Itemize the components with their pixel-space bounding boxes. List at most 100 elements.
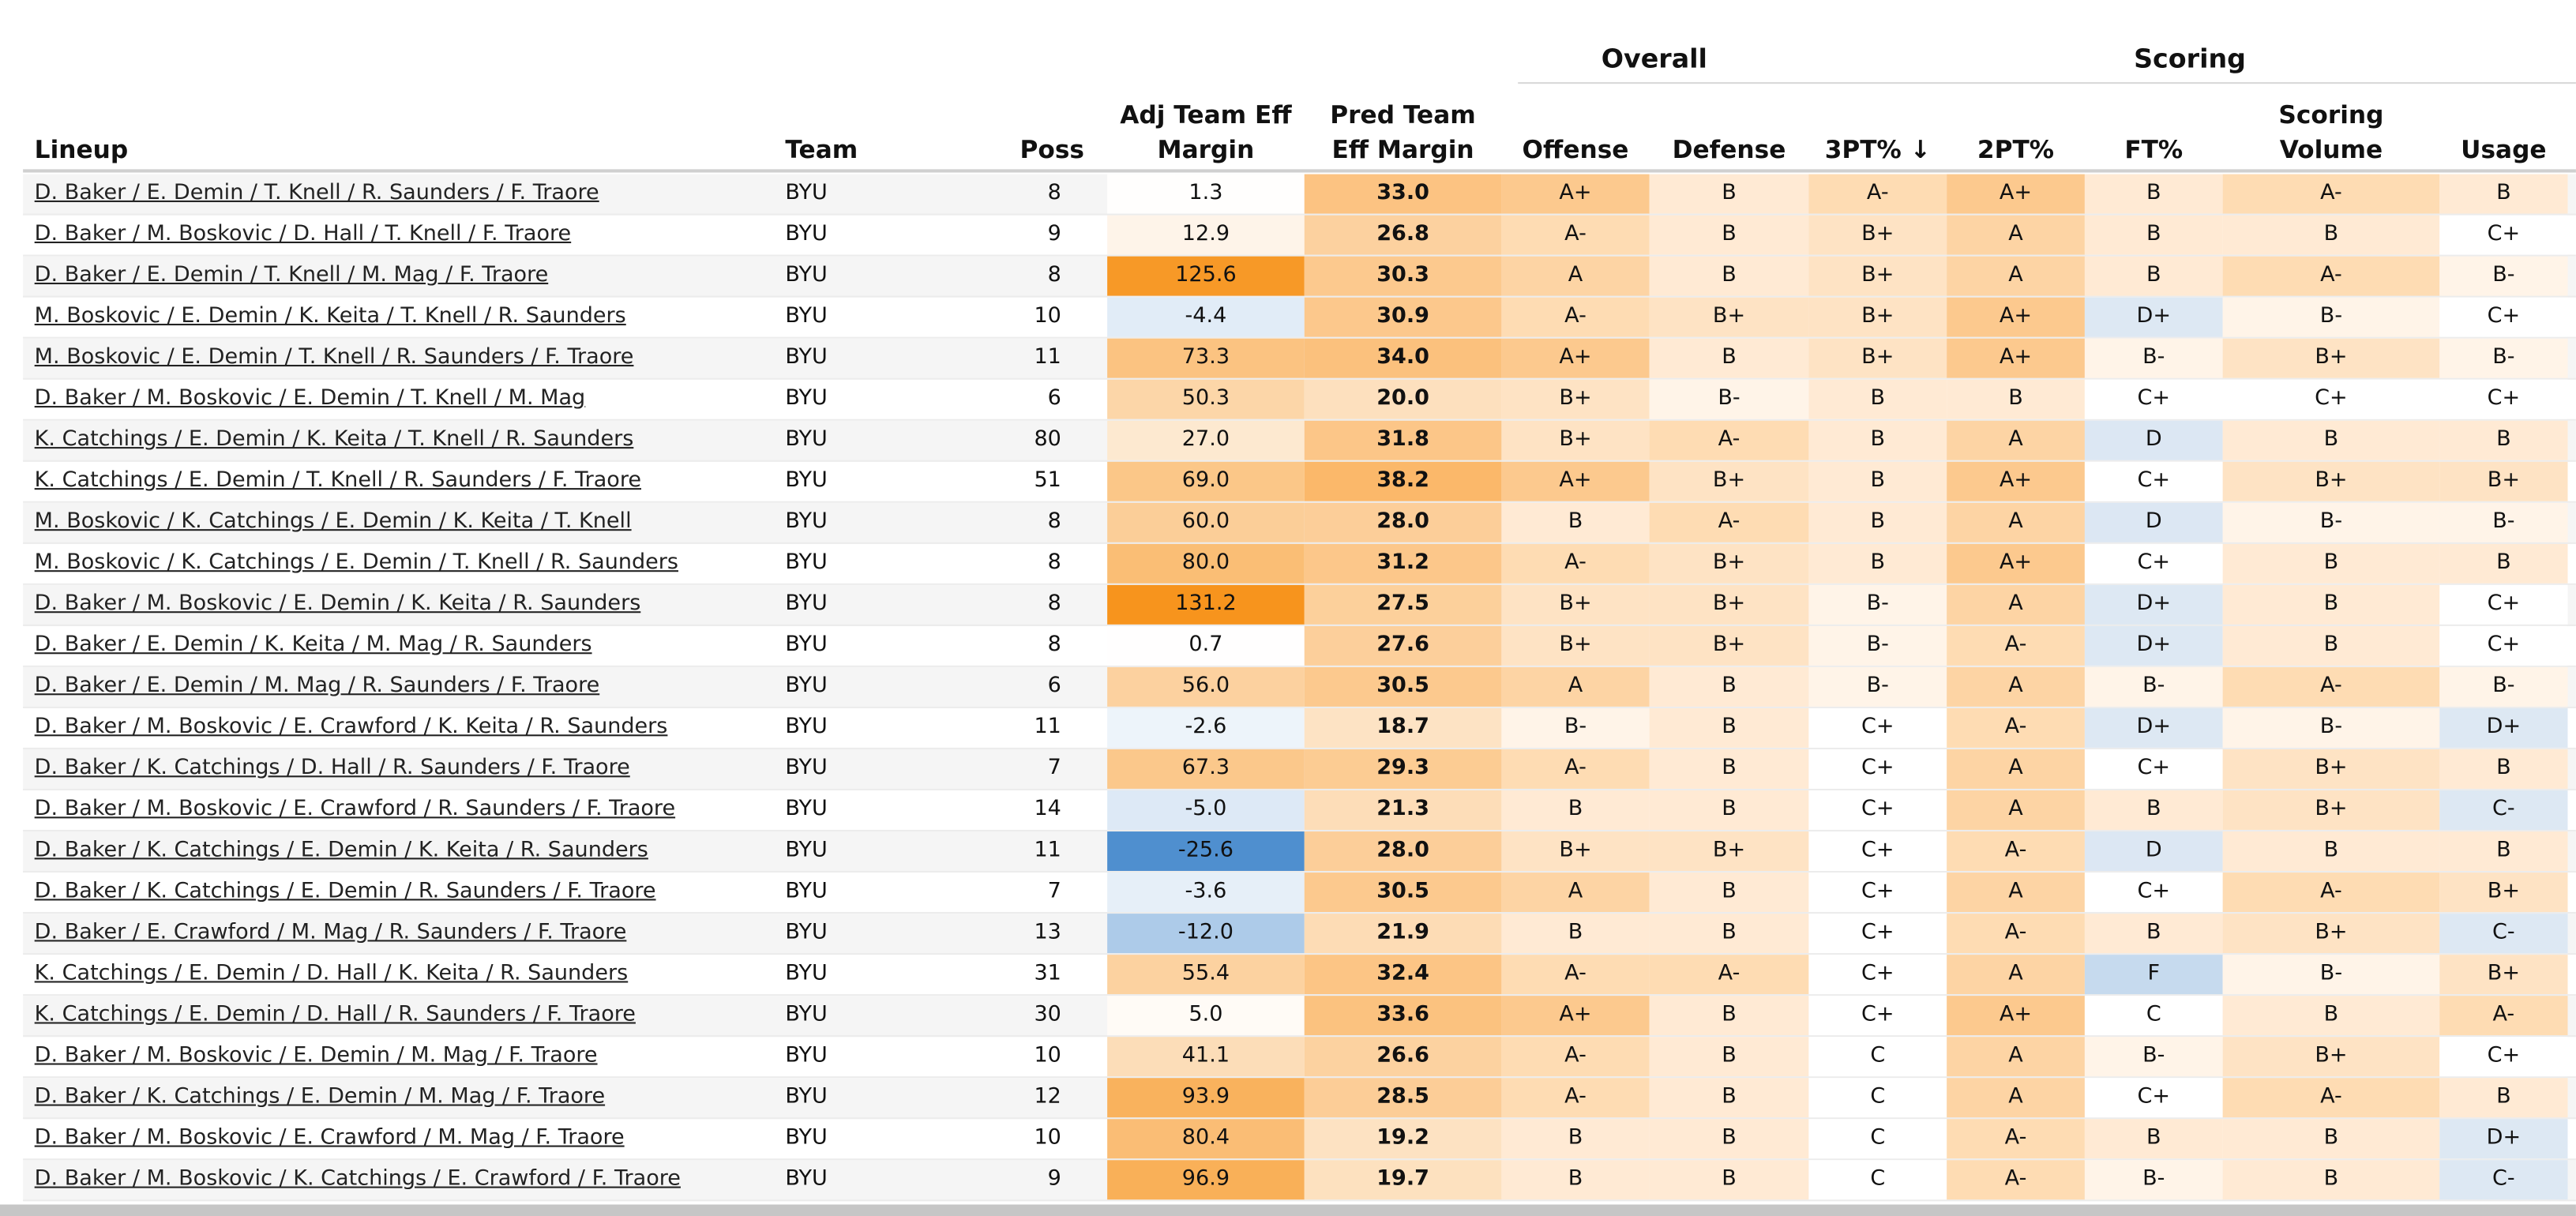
poss-cell: 11 <box>1034 838 1061 863</box>
adj-margin-cell: -5.0 <box>1107 790 1305 830</box>
ft-grade-cell: B <box>2084 1119 2223 1159</box>
usage-grade-cell: B <box>2439 543 2568 584</box>
pred-margin-cell: 27.6 <box>1304 625 1502 666</box>
column-header-adj-team-eff-margin[interactable]: Adj Team Eff Margin <box>1107 92 1305 168</box>
column-header-scoring-volume[interactable]: Scoring Volume <box>2223 92 2440 168</box>
column-header-pred-team-eff-margin[interactable]: Pred Team Eff Margin <box>1305 92 1502 168</box>
offense-grade-cell: A <box>1501 666 1650 707</box>
defense-grade-cell: B <box>1649 666 1809 707</box>
lineup-link[interactable]: D. Baker / M. Boskovic / E. Crawford / R… <box>34 797 676 822</box>
scoring-grade-cell: B+ <box>2222 749 2440 789</box>
usage-grade-cell: C- <box>2439 914 2568 954</box>
two-pt-grade-cell: A <box>1947 873 2085 913</box>
column-header-ft[interactable]: FT% <box>2124 134 2184 165</box>
lineup-link[interactable]: D. Baker / K. Catchings / E. Demin / K. … <box>34 838 648 863</box>
defense-grade-cell: B <box>1649 215 1809 255</box>
pred-margin-cell: 18.7 <box>1304 707 1502 748</box>
lineup-link[interactable]: M. Boskovic / E. Demin / K. Keita / T. K… <box>34 304 626 329</box>
three-pt-grade-cell: B+ <box>1808 297 1947 337</box>
lineup-link[interactable]: D. Baker / E. Crawford / M. Mag / R. Sau… <box>34 920 627 945</box>
offense-grade-cell: A- <box>1501 215 1650 255</box>
lineup-link[interactable]: D. Baker / M. Boskovic / E. Demin / M. M… <box>34 1043 598 1068</box>
pred-margin-cell: 30.9 <box>1304 297 1502 337</box>
scoring-grade-cell: B+ <box>2222 914 2440 954</box>
table-row: D. Baker / M. Boskovic / E. Crawford / R… <box>23 790 2576 832</box>
group-header-overall: Overall <box>1601 43 1707 74</box>
scoring-grade-cell: A- <box>2222 1078 2440 1118</box>
scoring-grade-cell: B <box>2222 625 2440 666</box>
two-pt-grade-cell: A+ <box>1947 461 2085 501</box>
lineup-link[interactable]: M. Boskovic / E. Demin / T. Knell / R. S… <box>34 345 634 370</box>
offense-grade-cell: A- <box>1501 749 1650 789</box>
lineup-link[interactable]: K. Catchings / E. Demin / D. Hall / R. S… <box>34 1002 636 1027</box>
team-cell: BYU <box>785 632 828 658</box>
three-pt-grade-cell: C <box>1808 1119 1947 1159</box>
column-header-3pt-sorted[interactable]: 3PT% ↓ <box>1824 134 1931 165</box>
lineup-link[interactable]: D. Baker / M. Boskovic / D. Hall / T. Kn… <box>34 221 572 247</box>
three-pt-grade-cell: B <box>1808 461 1947 501</box>
team-cell: BYU <box>785 838 828 863</box>
scoring-grade-cell: B <box>2222 584 2440 625</box>
lineup-link[interactable]: D. Baker / E. Demin / T. Knell / R. Saun… <box>34 180 599 206</box>
three-pt-grade-cell: C+ <box>1808 996 1947 1036</box>
adj-margin-cell: -25.6 <box>1107 831 1305 871</box>
defense-grade-cell: B <box>1649 707 1809 748</box>
lineup-link[interactable]: D. Baker / M. Boskovic / E. Demin / T. K… <box>34 386 586 411</box>
usage-grade-cell: D+ <box>2439 1119 2568 1159</box>
table-row: D. Baker / E. Demin / K. Keita / M. Mag … <box>23 625 2576 667</box>
poss-cell: 30 <box>1034 1002 1061 1027</box>
two-pt-grade-cell: A <box>1947 1037 2085 1077</box>
lineup-link[interactable]: D. Baker / E. Demin / M. Mag / R. Saunde… <box>34 674 600 699</box>
lineup-link[interactable]: K. Catchings / E. Demin / D. Hall / K. K… <box>34 961 629 986</box>
poss-cell: 31 <box>1034 961 1061 986</box>
column-header-team[interactable]: Team <box>785 134 858 165</box>
table-row: D. Baker / E. Demin / M. Mag / R. Saunde… <box>23 666 2576 708</box>
ft-grade-cell: B <box>2084 914 2223 954</box>
table-row: D. Baker / K. Catchings / D. Hall / R. S… <box>23 749 2576 791</box>
lineup-link[interactable]: D. Baker / M. Boskovic / E. Crawford / M… <box>34 1125 625 1150</box>
ft-grade-cell: B- <box>2084 1160 2223 1200</box>
lineup-link[interactable]: D. Baker / K. Catchings / E. Demin / M. … <box>34 1084 606 1109</box>
lineup-link[interactable]: D. Baker / M. Boskovic / K. Catchings / … <box>34 1166 681 1192</box>
usage-grade-cell: B <box>2439 831 2568 871</box>
lineup-link[interactable]: M. Boskovic / K. Catchings / E. Demin / … <box>34 509 632 535</box>
lineup-link[interactable]: D. Baker / M. Boskovic / E. Crawford / K… <box>34 715 668 740</box>
scoring-grade-cell: B- <box>2222 707 2440 748</box>
column-header-2pt[interactable]: 2PT% <box>1977 134 2055 165</box>
ft-grade-cell: C+ <box>2084 1078 2223 1118</box>
lineup-link[interactable]: M. Boskovic / K. Catchings / E. Demin / … <box>34 550 679 576</box>
team-cell: BYU <box>785 879 828 904</box>
column-header-poss[interactable]: Poss <box>1020 134 1084 165</box>
table-row: D. Baker / M. Boskovic / E. Crawford / M… <box>23 1119 2576 1161</box>
column-header-usage[interactable]: Usage <box>2461 134 2547 165</box>
lineup-link[interactable]: D. Baker / K. Catchings / D. Hall / R. S… <box>34 756 630 781</box>
defense-grade-cell: B <box>1649 1078 1809 1118</box>
offense-grade-cell: A+ <box>1501 174 1650 214</box>
lineup-link[interactable]: K. Catchings / E. Demin / K. Keita / T. … <box>34 427 634 452</box>
usage-grade-cell: C+ <box>2439 379 2568 419</box>
adj-margin-cell: 60.0 <box>1107 502 1305 542</box>
three-pt-grade-cell: C <box>1808 1078 1947 1118</box>
lineup-link[interactable]: D. Baker / E. Demin / T. Knell / M. Mag … <box>34 262 549 288</box>
scoring-grade-cell: B <box>2222 831 2440 871</box>
column-header-offense[interactable]: Offense <box>1522 134 1629 165</box>
lineup-link[interactable]: D. Baker / M. Boskovic / E. Demin / K. K… <box>34 591 641 617</box>
column-header-defense[interactable]: Defense <box>1672 134 1786 165</box>
lineup-link[interactable]: D. Baker / K. Catchings / E. Demin / R. … <box>34 879 656 904</box>
horizontal-scrollbar[interactable] <box>0 1204 2576 1216</box>
lineup-link[interactable]: K. Catchings / E. Demin / T. Knell / R. … <box>34 468 641 494</box>
usage-grade-cell: C+ <box>2439 1037 2568 1077</box>
column-header-lineup[interactable]: Lineup <box>34 134 129 165</box>
offense-grade-cell: B+ <box>1501 831 1650 871</box>
team-cell: BYU <box>785 797 828 822</box>
offense-grade-cell: B <box>1501 914 1650 954</box>
scoring-grade-cell: A- <box>2222 873 2440 913</box>
offense-grade-cell: A- <box>1501 543 1650 584</box>
team-cell: BYU <box>785 1125 828 1150</box>
offense-grade-cell: B+ <box>1501 584 1650 625</box>
three-pt-grade-cell: C+ <box>1808 914 1947 954</box>
poss-cell: 11 <box>1034 345 1061 370</box>
three-pt-grade-cell: C <box>1808 1160 1947 1200</box>
ft-grade-cell: B- <box>2084 338 2223 378</box>
lineup-link[interactable]: D. Baker / E. Demin / K. Keita / M. Mag … <box>34 632 592 658</box>
